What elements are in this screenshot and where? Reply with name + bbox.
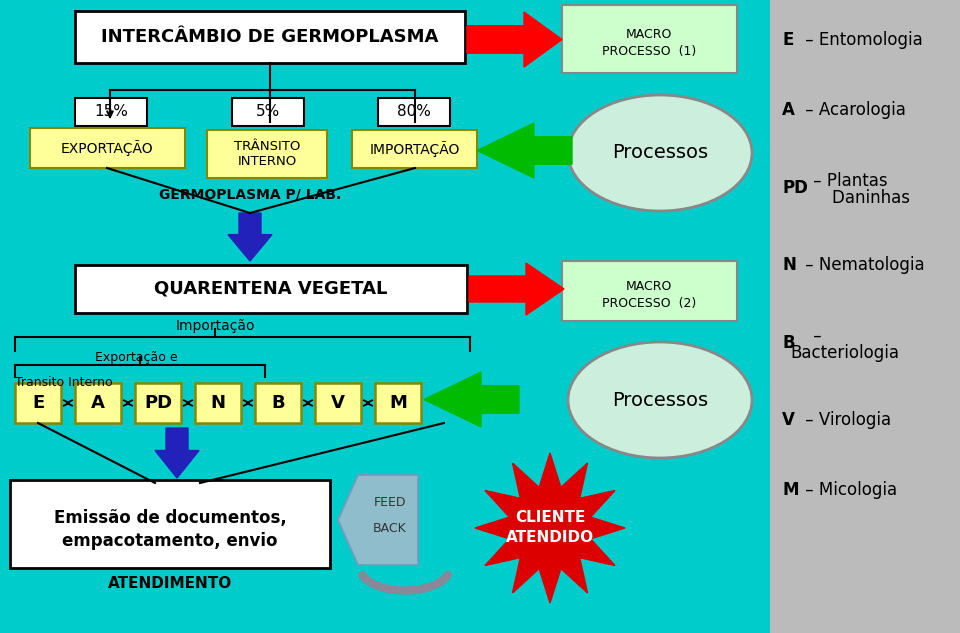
Text: V: V: [331, 394, 345, 412]
Text: Bacteriologia: Bacteriologia: [790, 344, 899, 362]
Text: – Nematologia: – Nematologia: [800, 256, 924, 274]
Text: N: N: [210, 394, 226, 412]
Bar: [75, 98, 147, 126]
Bar: [30, 128, 185, 168]
Text: B: B: [782, 334, 795, 352]
Text: GERMOPLASMA P/ LAB.: GERMOPLASMA P/ LAB.: [158, 188, 341, 202]
Ellipse shape: [568, 342, 752, 458]
Text: – Entomologia: – Entomologia: [800, 31, 923, 49]
Bar: [255, 383, 301, 423]
Bar: [135, 383, 181, 423]
Text: ATENDIMENTO: ATENDIMENTO: [108, 575, 232, 591]
Polygon shape: [477, 123, 572, 178]
Bar: [10, 480, 330, 568]
Polygon shape: [228, 213, 272, 261]
Text: Daninhas: Daninhas: [790, 189, 910, 207]
Bar: [375, 383, 421, 423]
Text: Exportação e: Exportação e: [95, 351, 178, 365]
Text: Processos: Processos: [612, 391, 708, 410]
Text: Importação: Importação: [176, 319, 254, 333]
Bar: [315, 383, 361, 423]
Text: 80%: 80%: [397, 104, 431, 120]
Text: N: N: [782, 256, 796, 274]
Text: FEED: FEED: [373, 496, 406, 508]
Text: PROCESSO  (1): PROCESSO (1): [602, 44, 696, 58]
Polygon shape: [469, 263, 564, 315]
Text: – Plantas: – Plantas: [808, 172, 888, 190]
Text: MACRO: MACRO: [626, 280, 672, 294]
Text: A: A: [782, 101, 795, 119]
Text: – Micologia: – Micologia: [800, 481, 898, 499]
Bar: [75, 383, 121, 423]
Bar: [352, 130, 477, 168]
Text: Emissão de documentos,: Emissão de documentos,: [54, 509, 286, 527]
Bar: [75, 11, 465, 63]
Text: PD: PD: [144, 394, 172, 412]
Text: empacotamento, envio: empacotamento, envio: [62, 532, 277, 550]
Ellipse shape: [568, 95, 752, 211]
Text: QUARENTENA VEGETAL: QUARENTENA VEGETAL: [155, 280, 388, 298]
Polygon shape: [155, 428, 199, 478]
Polygon shape: [475, 453, 625, 603]
Text: B: B: [271, 394, 285, 412]
Text: E: E: [32, 394, 44, 412]
Bar: [207, 130, 327, 178]
Text: PD: PD: [782, 179, 808, 197]
Text: TRÂNSITO
INTERNO: TRÂNSITO INTERNO: [234, 140, 300, 168]
Bar: [75, 265, 467, 313]
Text: A: A: [91, 394, 105, 412]
Bar: [770, 0, 960, 633]
Text: INTERCÂMBIO DE GERMOPLASMA: INTERCÂMBIO DE GERMOPLASMA: [102, 28, 439, 46]
Polygon shape: [424, 372, 519, 427]
Text: MACRO: MACRO: [626, 28, 672, 42]
Text: CLIENTE: CLIENTE: [515, 510, 586, 525]
Text: 5%: 5%: [256, 104, 280, 120]
Bar: [562, 261, 737, 321]
Text: BACK: BACK: [373, 522, 407, 536]
Text: E: E: [782, 31, 793, 49]
Bar: [195, 383, 241, 423]
Polygon shape: [467, 12, 562, 67]
Text: –: –: [808, 327, 822, 345]
Text: PROCESSO  (2): PROCESSO (2): [602, 296, 696, 310]
Text: Processos: Processos: [612, 144, 708, 163]
Text: EXPORTAÇÃO: EXPORTAÇÃO: [60, 140, 154, 156]
Text: ATENDIDO: ATENDIDO: [506, 530, 594, 546]
Text: Transito Interno: Transito Interno: [15, 377, 112, 389]
Bar: [15, 383, 61, 423]
Text: M: M: [389, 394, 407, 412]
Text: – Virologia: – Virologia: [800, 411, 891, 429]
Polygon shape: [338, 475, 418, 565]
Bar: [378, 98, 450, 126]
Text: 15%: 15%: [94, 104, 128, 120]
Bar: [232, 98, 304, 126]
Text: – Acarologia: – Acarologia: [800, 101, 906, 119]
Text: V: V: [782, 411, 795, 429]
Text: IMPORTAÇÃO: IMPORTAÇÃO: [370, 141, 460, 157]
Bar: [562, 5, 737, 73]
Text: M: M: [782, 481, 799, 499]
